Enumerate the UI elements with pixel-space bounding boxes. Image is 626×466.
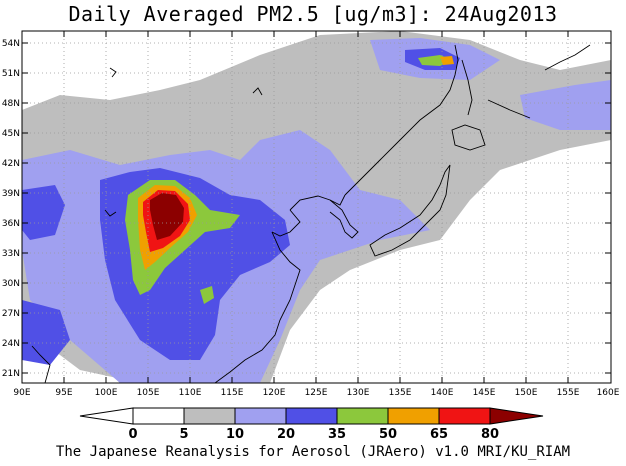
lat-tick-label: 36N (2, 219, 20, 229)
colorbar-label: 80 (481, 427, 499, 442)
attribution-footer: The Japanese Reanalysis for Aerosol (JRA… (55, 444, 571, 460)
coastlines (31, 44, 591, 383)
lon-grid (63, 31, 569, 383)
contour-35-50-patch (200, 286, 214, 304)
colorbar-bin-35-50 (336, 407, 389, 425)
lon-tick-label: 150E (515, 388, 538, 398)
colorbar-under-arrow (79, 407, 134, 425)
lon-tick-label: 105E (137, 388, 160, 398)
colorbar-bin-20-35 (285, 407, 338, 425)
lon-tick-label: 90E (13, 388, 30, 398)
lon-tick-label: 95E (55, 388, 72, 398)
colorbar-bin-65-80 (438, 407, 491, 425)
lat-tick-label: 27N (2, 309, 20, 319)
lat-tick-label: 51N (2, 69, 20, 79)
colorbar-label: 50 (379, 427, 397, 442)
pm25-field (22, 31, 611, 383)
colorbar-over-arrow (489, 407, 544, 425)
lon-tick-label: 130E (347, 388, 370, 398)
colorbar-label: 20 (277, 427, 295, 442)
colorbar-label: 10 (226, 427, 244, 442)
colorbar-bin-5-10 (183, 407, 236, 425)
lon-tick-label: 160E (597, 388, 620, 398)
colorbar: 0 5 10 20 35 50 65 80 (79, 407, 544, 442)
colorbar-bin-50-65 (387, 407, 440, 425)
colorbar-bin-10-20 (234, 407, 287, 425)
colorbar-label: 35 (328, 427, 346, 442)
colorbar-label: 65 (430, 427, 448, 442)
contour-80-plus (150, 193, 184, 240)
contour-20-35-west (22, 185, 65, 240)
colorbar-label: 5 (179, 427, 188, 442)
lon-tick-label: 145E (473, 388, 496, 398)
lat-tick-label: 39N (2, 189, 20, 199)
contour-50-65-north (440, 56, 454, 65)
lon-tick-label: 100E (95, 388, 118, 398)
lat-tick-label: 48N (2, 99, 20, 109)
lat-tick-label: 21N (2, 369, 20, 379)
lat-tick-label: 30N (2, 279, 20, 289)
lon-tick-label: 115E (221, 388, 244, 398)
lon-tick-label: 140E (431, 388, 454, 398)
lon-tick-label: 135E (389, 388, 412, 398)
lon-tick-label: 110E (179, 388, 202, 398)
lon-tick-label: 155E (557, 388, 580, 398)
lon-tick-label: 120E (263, 388, 286, 398)
lat-tick-labels: 21N 24N 27N 30N 33N 36N 39N 42N 45N 48N … (2, 39, 20, 379)
lat-tick-label: 33N (2, 249, 20, 259)
lat-tick-label: 42N (2, 159, 20, 169)
map-title: Daily Averaged PM2.5 [ug/m3]: 24Aug2013 (68, 2, 558, 26)
contour-10-20-east (520, 80, 611, 130)
lon-tick-labels: 90E 95E 100E 105E 110E 115E 120E 125E 13… (13, 388, 619, 398)
lat-tick-label: 54N (2, 39, 20, 49)
lat-tick-label: 45N (2, 129, 20, 139)
lon-tick-label: 125E (305, 388, 328, 398)
colorbar-bin-0-5 (132, 407, 185, 425)
lat-tick-label: 24N (2, 339, 20, 349)
colorbar-label: 0 (128, 427, 137, 442)
